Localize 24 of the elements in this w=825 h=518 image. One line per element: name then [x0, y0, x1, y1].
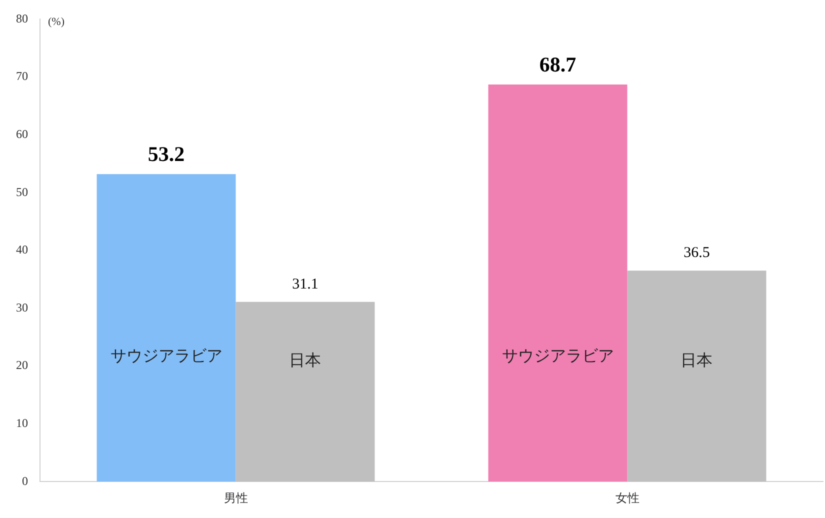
data-label: 53.2 — [148, 142, 185, 166]
bar — [96, 174, 236, 482]
data-label: 68.7 — [539, 52, 576, 76]
text: サウジアラビア — [502, 348, 614, 365]
bar — [236, 302, 375, 482]
y-tick-label: 60 — [16, 126, 28, 141]
series-label: 日本 — [289, 352, 322, 370]
bar — [488, 84, 628, 482]
y-tick-label: 40 — [16, 242, 28, 257]
text: 日本 — [680, 352, 713, 370]
x-tick-label: 女性 — [615, 490, 640, 505]
y-tick-label: 30 — [16, 300, 28, 314]
series-label: サウジアラビア — [110, 348, 222, 365]
data-label: 36.5 — [684, 245, 710, 262]
y-tick-label: 10 — [16, 416, 28, 430]
y-tick-label: 70 — [16, 69, 28, 84]
y-tick-label: 80 — [16, 11, 28, 26]
y-tick-label: 50 — [16, 184, 28, 199]
bar — [627, 270, 766, 482]
x-tick-label: 男性 — [224, 490, 248, 505]
y-tick-label: 0 — [22, 474, 28, 488]
data-label: 31.1 — [292, 276, 318, 292]
y-axis-title: (%) — [48, 16, 65, 28]
y-tick-label: 20 — [16, 358, 28, 372]
